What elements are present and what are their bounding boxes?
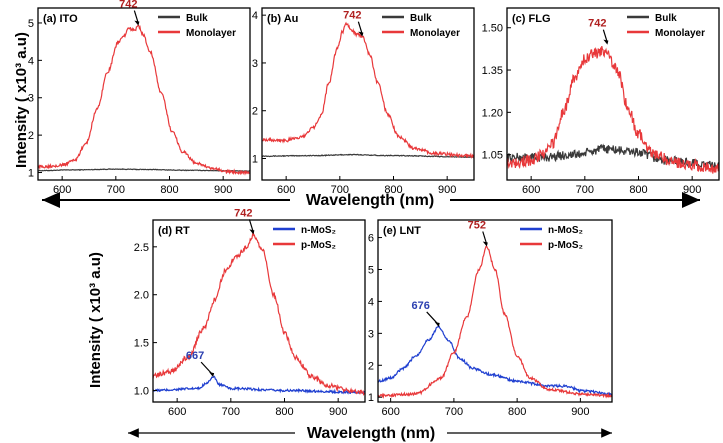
y-tick-label: 1.35 xyxy=(482,65,503,77)
panel-title: (a) ITO xyxy=(43,13,78,25)
series-line-e-1 xyxy=(378,245,612,399)
peak-arrowhead xyxy=(434,321,440,327)
bottom-y-axis-label: Intensity ( x10³ a.u) xyxy=(87,252,104,388)
y-tick-label: 1.5 xyxy=(134,338,149,350)
top-x-axis-label-bg xyxy=(290,188,450,210)
series-line-d-0 xyxy=(153,375,365,395)
x-tick-label: 800 xyxy=(384,184,402,196)
series-line-a-1 xyxy=(38,24,250,176)
chart-panel-rt: 600 700 800 900 1.0 1.5 2.0 2.5 (d) RT n-MoS₂ p-Mo… xyxy=(134,207,366,418)
legend-entry: Bulk xyxy=(186,13,208,24)
y-tick-label: 2.0 xyxy=(134,290,149,302)
y-tick-label: 4 xyxy=(28,55,34,67)
peak-arrowhead xyxy=(603,39,609,45)
top-y-axis-label: Intensity ( x10³ a.u) xyxy=(13,32,30,168)
peak-arrowhead xyxy=(209,372,215,378)
peak-label: 742 xyxy=(234,207,252,219)
y-tick-label: 2 xyxy=(368,360,374,372)
x-tick-label: 600 xyxy=(277,184,295,196)
y-tick-label: 6 xyxy=(368,233,374,245)
y-tick-label: 1.20 xyxy=(482,107,503,119)
bottom-x-axis-label: Wavelength (nm) xyxy=(307,425,435,442)
peak-arrowhead xyxy=(482,241,488,247)
x-tick-label: 700 xyxy=(331,184,349,196)
plot-frame xyxy=(506,7,720,181)
x-tick-label: 900 xyxy=(329,406,347,418)
plot-frame xyxy=(261,7,475,181)
x-tick-label: 800 xyxy=(275,406,293,418)
x-tick-label: 900 xyxy=(683,184,701,196)
plot-frame xyxy=(152,219,366,403)
y-tick-label: 1 xyxy=(252,154,258,166)
y-tick-label: 5 xyxy=(368,264,374,276)
x-tick-label: 600 xyxy=(168,406,186,418)
peak-label: 742 xyxy=(343,10,361,22)
series-line-e-0 xyxy=(378,324,612,398)
bottom-x-axis-label-bg xyxy=(295,422,447,442)
y-tick-label: 2 xyxy=(252,106,258,118)
legend-entry: Bulk xyxy=(655,13,677,24)
panel-title: (c) FLG xyxy=(512,13,551,25)
legend-entry: p-MoS₂ xyxy=(548,240,583,251)
x-tick-label: 600 xyxy=(53,184,71,196)
chart-panel-au: 600 700 800 900 1 2 3 4 (b) Au Bulk Monolayer 742 xyxy=(252,7,475,196)
x-tick-label: 800 xyxy=(160,184,178,196)
legend-entry: Monolayer xyxy=(186,28,236,39)
y-tick-label: 1.0 xyxy=(134,386,149,398)
plot-frame xyxy=(37,7,251,181)
panel-title: (e) LNT xyxy=(383,225,421,237)
x-tick-label: 600 xyxy=(381,406,399,418)
legend-entry: n-MoS₂ xyxy=(301,225,336,236)
x-tick-label: 800 xyxy=(629,184,647,196)
y-tick-label: 1 xyxy=(368,392,374,404)
chart-panel-ito: 600 700 800 900 1 2 3 4 5 (a) ITO Bulk Monolayer 742 xyxy=(28,0,251,196)
x-tick-label: 700 xyxy=(576,184,594,196)
chart-panel-lnt: 600 700 800 900 1 2 3 4 5 6 (e) LNT n-MoS₂ p-MoS₂ 752… xyxy=(368,219,613,418)
x-tick-label: 700 xyxy=(107,184,125,196)
series-line-c-1 xyxy=(507,45,719,174)
series-line-b-1 xyxy=(262,21,474,159)
y-tick-label: 4 xyxy=(368,296,374,308)
legend-entry: Bulk xyxy=(410,13,432,24)
x-tick-label: 900 xyxy=(214,184,232,196)
y-tick-label: 3 xyxy=(252,58,258,70)
series-line-d-1 xyxy=(153,231,365,396)
x-tick-label: 700 xyxy=(445,406,463,418)
x-tick-label: 900 xyxy=(438,184,456,196)
panel-title: (b) Au xyxy=(267,13,298,25)
peak-label: 752 xyxy=(468,220,486,232)
legend-entry: Monolayer xyxy=(410,28,460,39)
series-line-a-0 xyxy=(38,168,250,172)
y-tick-label: 2 xyxy=(28,130,34,142)
y-tick-label: 5 xyxy=(28,18,34,30)
legend-entry: n-MoS₂ xyxy=(548,225,583,236)
y-tick-label: 2.5 xyxy=(134,242,149,254)
peak-arrowhead xyxy=(134,20,140,26)
peak-arrowhead xyxy=(249,229,255,235)
y-tick-label: 3 xyxy=(368,328,374,340)
y-tick-label: 1.05 xyxy=(482,150,503,162)
peak-label: 667 xyxy=(186,350,204,362)
peak-label: 676 xyxy=(412,300,430,312)
chart-panel-flg: 600 700 800 900 1.05 1.20 1.35 1.50 (c) FLG Bulk M… xyxy=(482,7,720,196)
peak-arrowhead xyxy=(358,31,364,37)
y-tick-label: 1 xyxy=(28,168,34,180)
legend-entry: p-MoS₂ xyxy=(301,240,336,251)
x-tick-label: 600 xyxy=(522,184,540,196)
y-tick-label: 3 xyxy=(28,93,34,105)
y-tick-label: 1.50 xyxy=(482,23,503,35)
x-tick-label: 700 xyxy=(222,406,240,418)
plot-frame xyxy=(377,219,613,403)
x-tick-label: 800 xyxy=(508,406,526,418)
x-tick-label: 900 xyxy=(571,406,589,418)
top-x-axis-label: Wavelength (nm) xyxy=(306,192,434,209)
legend-entry: Monolayer xyxy=(655,28,705,39)
peak-label: 742 xyxy=(119,0,137,11)
y-tick-label: 4 xyxy=(252,10,258,22)
series-line-b-0 xyxy=(262,153,474,159)
peak-label: 742 xyxy=(588,18,606,30)
panel-title: (d) RT xyxy=(158,225,190,237)
